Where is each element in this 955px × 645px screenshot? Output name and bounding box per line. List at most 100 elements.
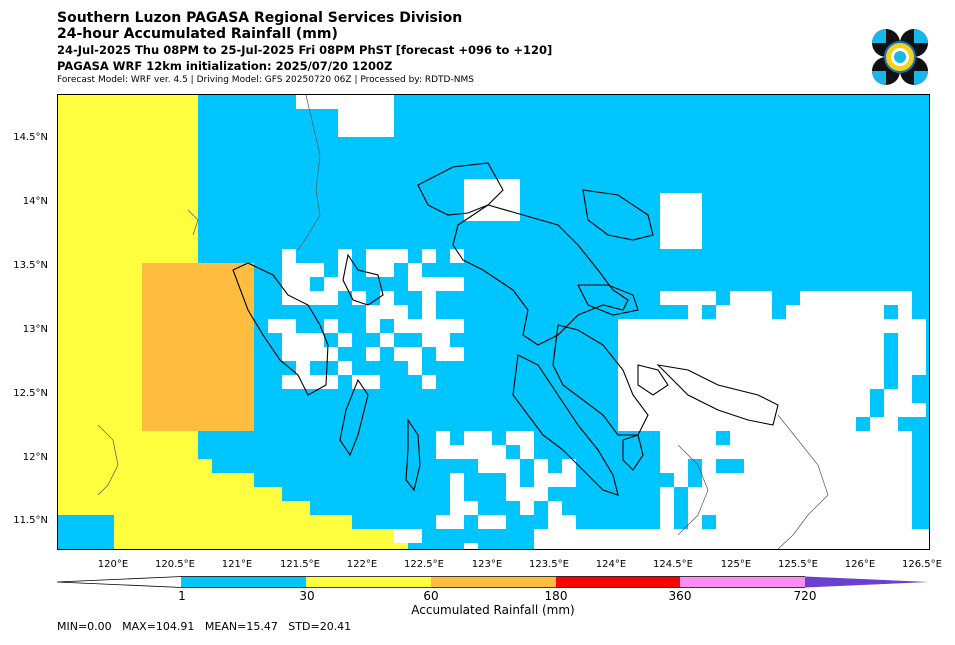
rainfall-cell [156,529,170,543]
rainfall-cell [800,165,814,179]
rainfall-cell [576,319,590,333]
coastline-secondary [97,424,119,496]
rainfall-cell [198,165,212,179]
rainfall-cell [128,221,142,235]
rainfall-cell [380,459,394,473]
rainfall-cell [226,333,240,347]
rainfall-cell [142,95,156,109]
rainfall-cell [170,277,184,291]
rainfall-cell [464,459,478,473]
rainfall-cell [828,263,842,277]
rainfall-cell [478,487,492,501]
rainfall-cell [184,487,198,501]
rainfall-cell [212,403,226,417]
rainfall-cell [814,277,828,291]
rainfall-cell [394,431,408,445]
rainfall-cell [254,361,268,375]
rainfall-cell [338,291,352,305]
rainfall-cell [926,193,929,207]
rainfall-cell [464,277,478,291]
rainfall-cell [212,221,226,235]
rainfall-cell [184,221,198,235]
coastline [339,378,369,457]
lat-tick: 14°N [22,196,48,207]
rainfall-cell [646,431,660,445]
rainfall-cell [156,109,170,123]
rainfall-cell [86,221,100,235]
rainfall-cell [926,207,929,221]
rainfall-cell [114,389,128,403]
rainfall-map [57,94,930,550]
rainfall-cell [436,305,450,319]
rainfall-cell [58,193,72,207]
rainfall-cell [142,151,156,165]
rainfall-cell [590,473,604,487]
rainfall-cell [142,361,156,375]
rainfall-cell [226,249,240,263]
rainfall-cell [450,193,464,207]
rainfall-cell [198,389,212,403]
rainfall-cell [674,109,688,123]
rainfall-cell [478,403,492,417]
rainfall-cell [366,165,380,179]
rainfall-cell [926,151,929,165]
rainfall-cell [114,263,128,277]
rainfall-cell [422,207,436,221]
rainfall-cell [296,123,310,137]
rainfall-cell [142,431,156,445]
rainfall-cell [226,473,240,487]
rainfall-cell [450,375,464,389]
rainfall-cell [856,207,870,221]
rainfall-cell [884,179,898,193]
rainfall-cell [268,165,282,179]
rainfall-cell [170,221,184,235]
rainfall-cell [100,207,114,221]
rainfall-cell [898,277,912,291]
rainfall-cell [590,165,604,179]
rainfall-cell [548,207,562,221]
rainfall-cell [226,95,240,109]
rainfall-cell [590,291,604,305]
rainfall-cell [380,151,394,165]
rainfall-cell [408,543,422,549]
rainfall-cell [576,235,590,249]
rainfall-cell [324,417,338,431]
rainfall-cell [604,459,618,473]
rainfall-cell [422,123,436,137]
rainfall-cell [590,235,604,249]
rainfall-cell [492,487,506,501]
rainfall-cell [338,459,352,473]
rainfall-cell [128,361,142,375]
rainfall-cell [688,473,702,487]
rainfall-cell [464,347,478,361]
rainfall-cell [870,151,884,165]
rainfall-cell [534,375,548,389]
rainfall-cell [198,361,212,375]
rainfall-cell [912,375,926,389]
rainfall-cell [618,263,632,277]
rainfall-cell [100,417,114,431]
rainfall-cell [520,403,534,417]
rainfall-cell [338,235,352,249]
rainfall-cell [142,221,156,235]
rainfall-cell [548,277,562,291]
rainfall-cell [688,179,702,193]
rainfall-cell [156,291,170,305]
rainfall-cell [618,207,632,221]
rainfall-cell [338,319,352,333]
rainfall-cell [310,361,324,375]
coastline [512,354,619,496]
rainfall-cell [170,529,184,543]
rainfall-cell [394,389,408,403]
rainfall-cell [912,179,926,193]
coastline [577,284,639,316]
rainfall-cell [688,123,702,137]
rainfall-cell [198,277,212,291]
rainfall-cell [268,459,282,473]
rainfall-cell [72,277,86,291]
rainfall-cell [590,95,604,109]
rainfall-cell [618,277,632,291]
rainfall-cell [562,95,576,109]
rainfall-cell [394,193,408,207]
rainfall-cell [366,361,380,375]
